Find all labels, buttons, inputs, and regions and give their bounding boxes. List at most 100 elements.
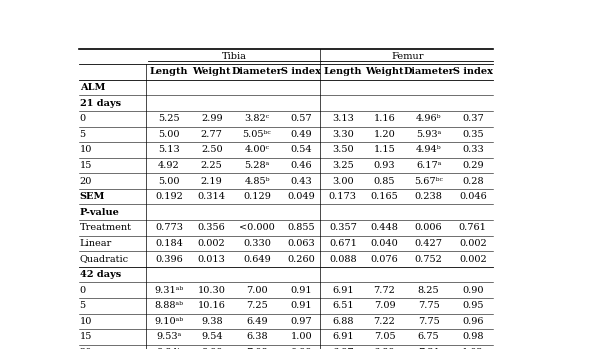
Text: 0.54: 0.54 (290, 146, 312, 154)
Text: 7.22: 7.22 (374, 317, 395, 326)
Text: 0.040: 0.040 (371, 239, 398, 248)
Text: 0.357: 0.357 (329, 223, 357, 232)
Text: 7.08: 7.08 (246, 348, 268, 349)
Text: 15: 15 (80, 333, 92, 341)
Text: 6.49: 6.49 (246, 317, 268, 326)
Text: Weight: Weight (365, 67, 404, 76)
Text: 3.30: 3.30 (332, 130, 354, 139)
Text: 1.00: 1.00 (290, 333, 312, 341)
Text: 15: 15 (80, 161, 92, 170)
Text: 0.752: 0.752 (415, 254, 443, 263)
Text: 0.013: 0.013 (198, 254, 226, 263)
Text: 20: 20 (80, 177, 92, 186)
Text: Diameter: Diameter (232, 67, 283, 76)
Text: 0.91: 0.91 (290, 301, 312, 310)
Text: 6.17ᵃ: 6.17ᵃ (416, 161, 442, 170)
Text: 0.93: 0.93 (374, 161, 395, 170)
Text: 6.91: 6.91 (332, 333, 353, 341)
Text: Linear: Linear (80, 239, 112, 248)
Text: 0.46: 0.46 (290, 161, 312, 170)
Text: 0.98: 0.98 (462, 333, 484, 341)
Text: ALM: ALM (80, 83, 105, 92)
Text: Treatment: Treatment (80, 223, 131, 232)
Text: 21 days: 21 days (80, 99, 121, 107)
Text: P-value: P-value (80, 208, 119, 217)
Text: 0.57: 0.57 (290, 114, 312, 123)
Text: 0.129: 0.129 (243, 192, 271, 201)
Text: 7.00: 7.00 (246, 286, 268, 295)
Text: 10: 10 (80, 146, 92, 154)
Text: 0.192: 0.192 (155, 192, 183, 201)
Text: 5: 5 (80, 130, 86, 139)
Text: 3.50: 3.50 (332, 146, 353, 154)
Text: 0.049: 0.049 (287, 192, 315, 201)
Text: 1.16: 1.16 (374, 114, 395, 123)
Text: 0.184: 0.184 (155, 239, 183, 248)
Text: 0.260: 0.260 (287, 254, 315, 263)
Text: 5.93ᵃ: 5.93ᵃ (416, 130, 441, 139)
Text: 0.076: 0.076 (371, 254, 398, 263)
Text: 1.02: 1.02 (462, 348, 484, 349)
Text: Length: Length (323, 67, 362, 76)
Text: 0.173: 0.173 (329, 192, 357, 201)
Text: S index: S index (453, 67, 493, 76)
Text: 0.761: 0.761 (459, 223, 487, 232)
Text: 0.29: 0.29 (462, 161, 484, 170)
Text: 7.75: 7.75 (418, 317, 440, 326)
Text: 7.72: 7.72 (374, 286, 395, 295)
Text: 6.51: 6.51 (332, 301, 353, 310)
Text: 9.54: 9.54 (201, 333, 223, 341)
Text: 9.31ᵃᵇ: 9.31ᵃᵇ (154, 286, 184, 295)
Text: 0.95: 0.95 (462, 301, 484, 310)
Text: 3.25: 3.25 (332, 161, 354, 170)
Text: 2.99: 2.99 (201, 114, 223, 123)
Text: 0.49: 0.49 (290, 130, 312, 139)
Text: 2.50: 2.50 (201, 146, 223, 154)
Text: SEM: SEM (80, 192, 105, 201)
Text: S index: S index (281, 67, 321, 76)
Text: 6.97: 6.97 (332, 348, 353, 349)
Text: 7.75: 7.75 (418, 301, 440, 310)
Text: 0.90: 0.90 (462, 286, 484, 295)
Text: 5.05ᵇᶜ: 5.05ᵇᶜ (242, 130, 271, 139)
Text: 6.91: 6.91 (332, 286, 353, 295)
Text: 0.97: 0.97 (290, 317, 312, 326)
Text: 4.96ᵇ: 4.96ᵇ (416, 114, 442, 123)
Text: 4.00ᶜ: 4.00ᶜ (245, 146, 269, 154)
Text: 0.33: 0.33 (462, 146, 484, 154)
Text: 7.05: 7.05 (374, 333, 395, 341)
Text: 0.165: 0.165 (371, 192, 398, 201)
Text: 0.43: 0.43 (290, 177, 312, 186)
Text: 5.67ᵇᶜ: 5.67ᵇᶜ (414, 177, 443, 186)
Text: 8.88ᵃᵇ: 8.88ᵃᵇ (154, 301, 184, 310)
Text: 6.75: 6.75 (418, 333, 439, 341)
Text: 0.37: 0.37 (462, 114, 484, 123)
Text: 5.00: 5.00 (158, 177, 179, 186)
Text: 5: 5 (80, 301, 86, 310)
Text: 2.25: 2.25 (201, 161, 223, 170)
Text: 42 days: 42 days (80, 270, 121, 279)
Text: 3.13: 3.13 (332, 114, 354, 123)
Text: 0: 0 (80, 286, 86, 295)
Text: 20: 20 (80, 348, 92, 349)
Text: Tibia: Tibia (222, 52, 247, 61)
Text: 0.85: 0.85 (374, 177, 395, 186)
Text: Diameter: Diameter (403, 67, 454, 76)
Text: Length: Length (149, 67, 188, 76)
Text: 4.92: 4.92 (158, 161, 180, 170)
Text: 1.20: 1.20 (374, 130, 395, 139)
Text: 0.855: 0.855 (287, 223, 315, 232)
Text: 0.448: 0.448 (371, 223, 398, 232)
Text: 0.002: 0.002 (459, 239, 487, 248)
Text: 0.063: 0.063 (287, 239, 315, 248)
Text: 10.16: 10.16 (198, 301, 226, 310)
Text: Femur: Femur (391, 52, 424, 61)
Text: 0.773: 0.773 (155, 223, 183, 232)
Text: <0.000: <0.000 (239, 223, 275, 232)
Text: 7.25: 7.25 (246, 301, 268, 310)
Text: 0.356: 0.356 (198, 223, 226, 232)
Text: 7.09: 7.09 (374, 301, 395, 310)
Text: 10: 10 (80, 317, 92, 326)
Text: 0.238: 0.238 (415, 192, 443, 201)
Text: 0.427: 0.427 (415, 239, 443, 248)
